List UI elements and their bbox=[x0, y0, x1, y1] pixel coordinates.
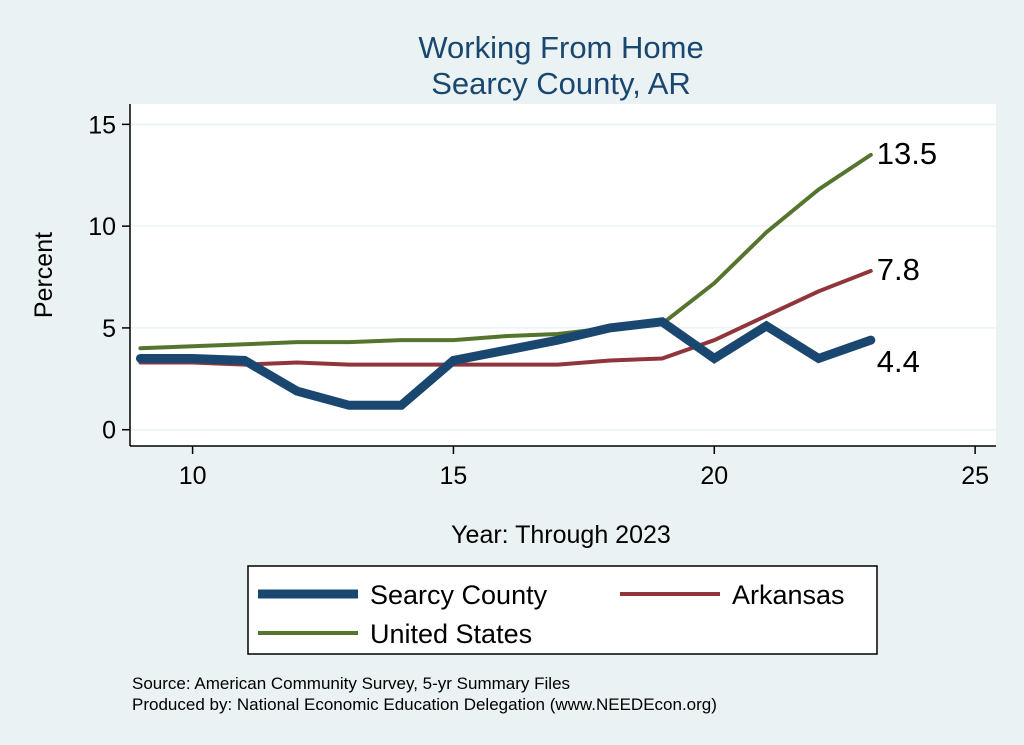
legend-label-searcy: Searcy County bbox=[370, 580, 548, 610]
legend-box bbox=[247, 565, 878, 655]
y-tick-label: 5 bbox=[102, 315, 116, 343]
legend-label-us: United States bbox=[370, 619, 532, 649]
x-tick-label: 20 bbox=[700, 462, 728, 490]
legend: Searcy County Arkansas United States bbox=[247, 565, 878, 655]
end-label-united-states: 13.5 bbox=[877, 136, 937, 171]
series-line-arkansas bbox=[138, 268, 873, 367]
y-axis-label: Percent bbox=[30, 232, 58, 318]
x-tick-label: 10 bbox=[179, 462, 207, 490]
chart-subtitle: Searcy County, AR bbox=[431, 66, 691, 101]
y-tick-label: 15 bbox=[88, 111, 116, 139]
plot-area bbox=[130, 104, 996, 446]
x-tick-label: 25 bbox=[961, 462, 989, 490]
series-line-united-states bbox=[138, 152, 873, 351]
y-tick-label: 10 bbox=[88, 213, 116, 241]
end-label-arkansas: 7.8 bbox=[877, 252, 920, 287]
x-tick-label: 15 bbox=[440, 462, 468, 490]
series-line-searcy-county bbox=[135, 317, 876, 410]
legend-label-arkansas: Arkansas bbox=[732, 580, 845, 610]
end-label-searcy-county: 4.4 bbox=[877, 344, 920, 379]
producer-note: Produced by: National Economic Education… bbox=[132, 695, 717, 714]
chart-title: Working From Home bbox=[418, 30, 703, 65]
source-note: Source: American Community Survey, 5-yr … bbox=[132, 674, 570, 693]
x-axis-label: Year: Through 2023 bbox=[451, 521, 671, 549]
y-tick-label: 0 bbox=[102, 417, 116, 445]
